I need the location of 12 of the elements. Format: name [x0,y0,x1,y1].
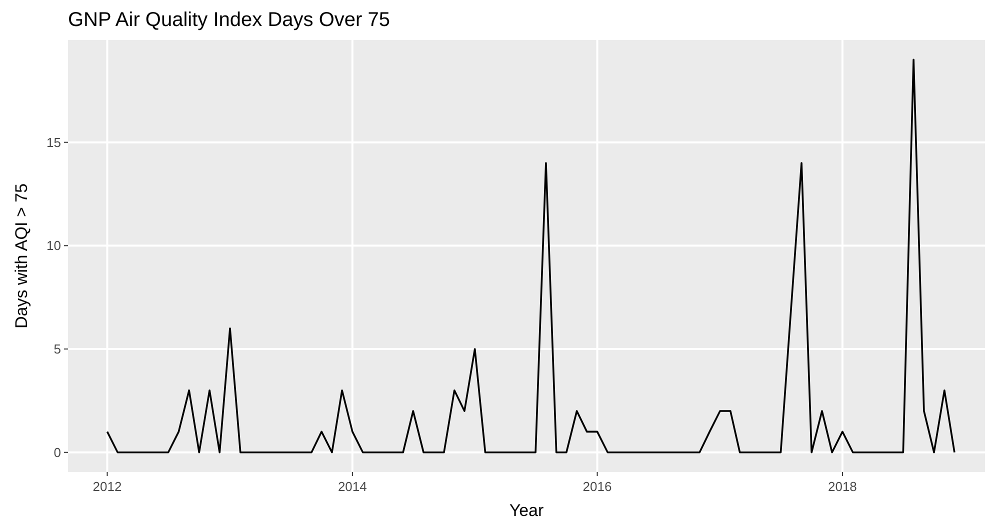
y-axis-title: Days with AQI > 75 [12,183,31,329]
x-tick-label: 2018 [828,479,857,494]
y-tick-label: 5 [54,342,61,357]
x-axis-title: Year [509,501,544,520]
y-tick-label: 15 [46,134,61,150]
y-tick-label: 0 [54,444,61,460]
x-tick-label: 2014 [338,479,367,494]
chart-title: GNP Air Quality Index Days Over 75 [68,9,390,31]
x-tick-label: 2012 [92,479,122,494]
x-tick-label: 2016 [582,479,612,494]
y-tick-label: 10 [46,238,61,254]
line-series [106,58,956,454]
